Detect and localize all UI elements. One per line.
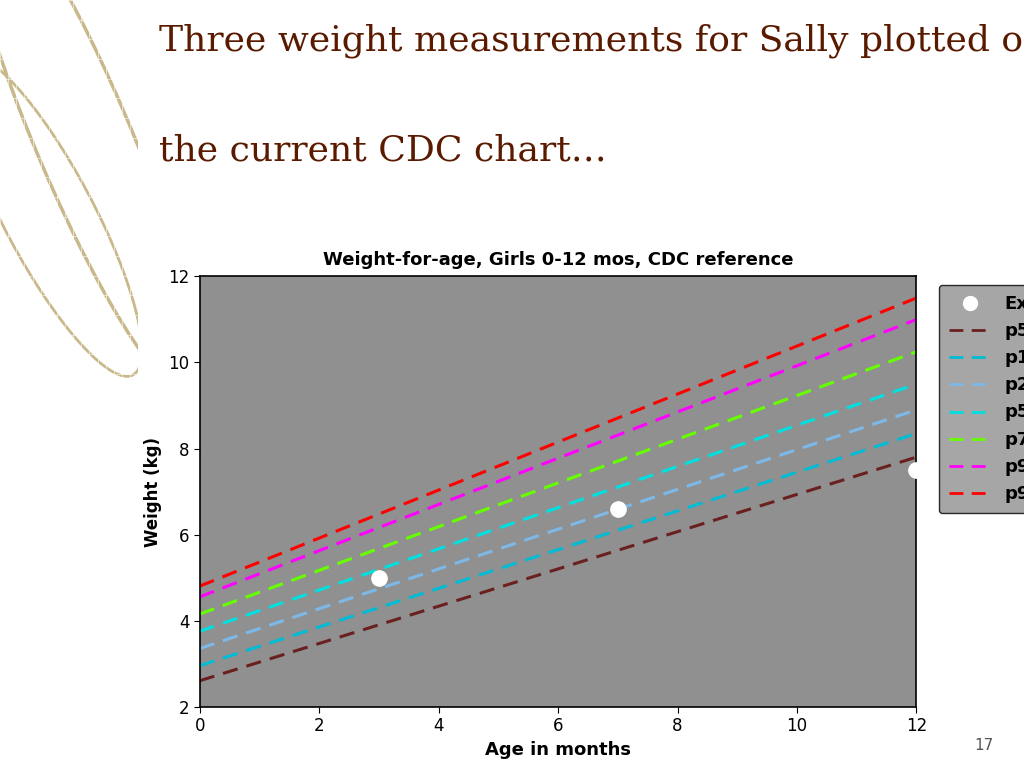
Text: Three weight measurements for Sally plotted on: Three weight measurements for Sally plot… <box>159 23 1024 58</box>
X-axis label: Age in months: Age in months <box>485 740 631 759</box>
Text: 17: 17 <box>974 737 993 753</box>
Text: the current CDC chart…: the current CDC chart… <box>159 134 606 167</box>
Legend: Example, p5, p10, p25, p50, p75, p90, p95: Example, p5, p10, p25, p50, p75, p90, p9… <box>939 285 1024 513</box>
Title: Weight-for-age, Girls 0-12 mos, CDC reference: Weight-for-age, Girls 0-12 mos, CDC refe… <box>323 251 794 270</box>
Y-axis label: Weight (kg): Weight (kg) <box>144 436 163 547</box>
